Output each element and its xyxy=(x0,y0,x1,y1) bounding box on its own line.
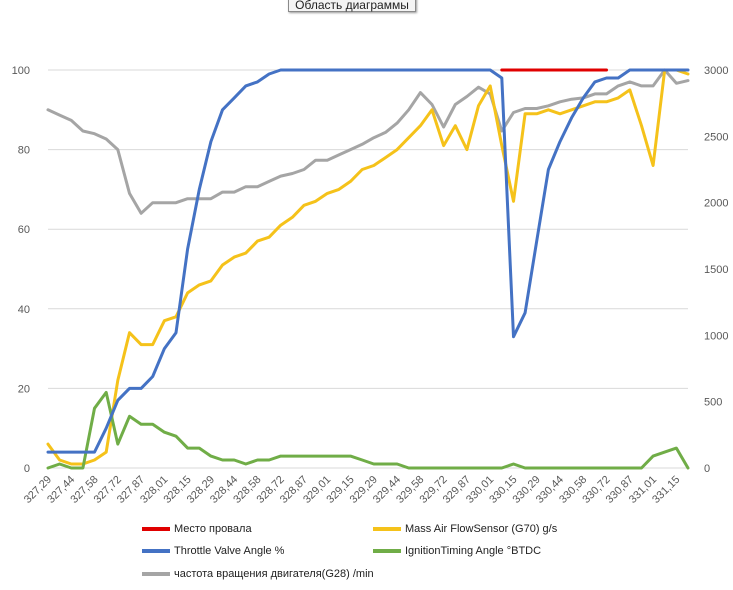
left-tick-label: 20 xyxy=(18,383,30,395)
gridlines xyxy=(48,69,688,469)
series-lines xyxy=(46,68,690,470)
left-tick-label: 80 xyxy=(18,145,30,157)
right-tick-label: 2500 xyxy=(704,131,728,143)
left-tick-label: 0 xyxy=(24,463,30,475)
series-line-3[interactable] xyxy=(46,390,690,470)
left-axis-ticks: 0 20 40 60 80 100 xyxy=(12,65,30,475)
right-tick-label: 2000 xyxy=(704,198,728,210)
right-tick-label: 500 xyxy=(704,397,722,409)
right-tick-label: 1000 xyxy=(704,330,728,342)
x-axis-ticks: 327,29327,44327,58327,72327,87328,01328,… xyxy=(22,474,683,506)
left-tick-label: 100 xyxy=(12,65,30,77)
series-line-1[interactable] xyxy=(46,68,690,466)
series-line-4[interactable] xyxy=(46,68,690,215)
right-tick-label: 1500 xyxy=(704,264,728,276)
right-tick-label: 0 xyxy=(704,463,710,475)
left-tick-label: 40 xyxy=(18,304,30,316)
left-tick-label: 60 xyxy=(18,224,30,236)
chart-area-tooltip: Область диаграммы xyxy=(288,0,416,12)
series-line-2[interactable] xyxy=(46,68,690,454)
right-axis-ticks: 0 500 1000 1500 2000 2500 3000 xyxy=(704,65,728,475)
right-tick-label: 3000 xyxy=(704,65,728,77)
